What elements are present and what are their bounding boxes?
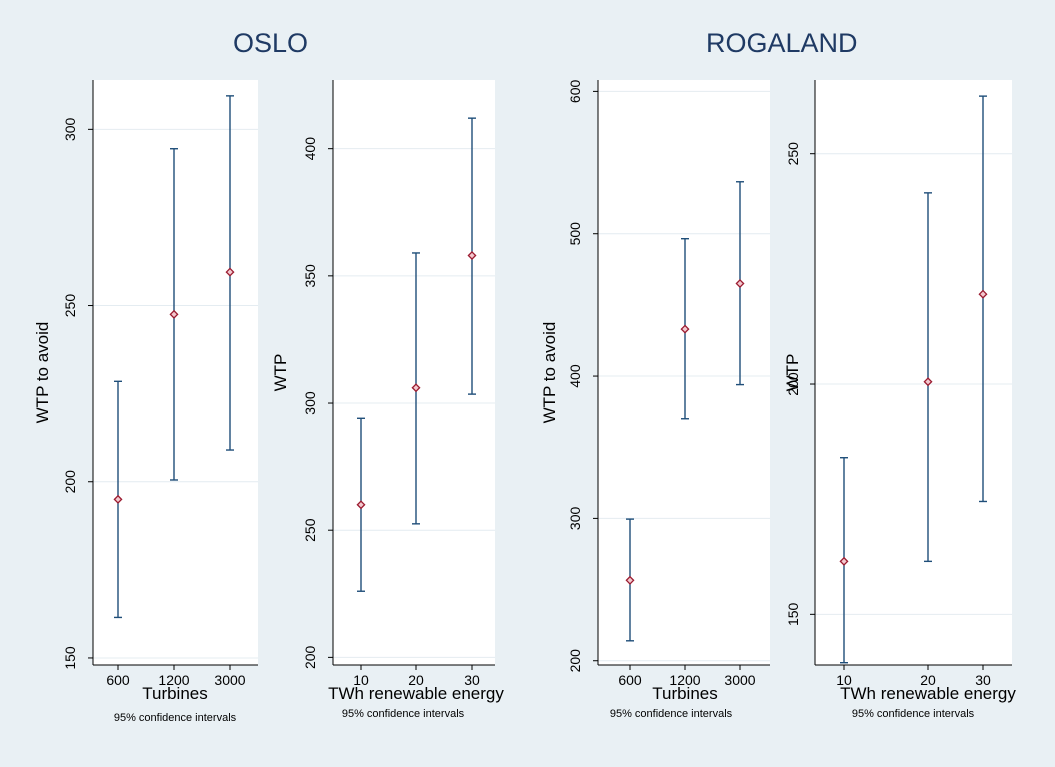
heading-oslo: OSLO — [233, 28, 309, 58]
ci-note-2: 95% confidence intervals — [610, 708, 733, 720]
point-estimate-1-1 — [411, 383, 421, 393]
x-tick-label-0-0: 600 — [106, 672, 130, 688]
x-axis-title-3: TWh renewable energy — [840, 684, 1016, 703]
x-tick-label-3-2: 30 — [975, 672, 991, 688]
y-tick-label-1-2: 300 — [302, 391, 318, 415]
x-tick-label-0-1: 1200 — [158, 672, 189, 688]
point-estimate-0-1 — [169, 309, 179, 319]
y-tick-label-2-4: 600 — [567, 79, 583, 103]
y-tick-label-3-0: 150 — [785, 602, 801, 626]
point-estimate-0-0 — [113, 494, 123, 504]
y-axis-title-0: WTP to avoid — [33, 322, 52, 424]
x-axis-title-0: Turbines — [142, 684, 208, 703]
x-tick-label-2-1: 1200 — [669, 672, 700, 688]
x-tick-label-3-0: 10 — [836, 672, 852, 688]
point-estimate-2-1 — [680, 324, 690, 334]
plot-area-1 — [333, 80, 495, 665]
point-estimate-3-0 — [839, 556, 849, 566]
y-tick-label-1-0: 200 — [302, 645, 318, 669]
y-tick-label-1-4: 400 — [302, 137, 318, 161]
point-estimate-2-2 — [735, 279, 745, 289]
x-tick-label-1-0: 10 — [353, 672, 369, 688]
point-estimate-3-1 — [923, 377, 933, 387]
y-tick-label-2-0: 200 — [567, 649, 583, 673]
plot-area-3 — [815, 80, 1012, 665]
ci-note-1: 95% confidence intervals — [342, 708, 465, 720]
x-tick-label-3-1: 20 — [920, 672, 936, 688]
x-tick-label-2-0: 600 — [618, 672, 642, 688]
y-tick-label-0-1: 200 — [62, 470, 78, 494]
x-axis-title-1: TWh renewable energy — [328, 684, 504, 703]
y-tick-label-1-1: 250 — [302, 518, 318, 542]
ci-note-3: 95% confidence intervals — [852, 708, 975, 720]
plot-area-2 — [598, 80, 770, 665]
y-tick-label-1-3: 350 — [302, 264, 318, 288]
y-axis-title-3: WTP — [783, 354, 802, 392]
point-estimate-0-2 — [225, 267, 235, 277]
point-estimate-1-0 — [356, 500, 366, 510]
x-tick-label-2-2: 3000 — [724, 672, 755, 688]
y-axis-title-1: WTP — [271, 354, 290, 392]
y-tick-label-0-2: 250 — [62, 294, 78, 318]
x-axis-title-2: Turbines — [652, 684, 718, 703]
x-tick-label-0-2: 3000 — [214, 672, 245, 688]
point-estimate-1-2 — [467, 250, 477, 261]
y-axis-title-2: WTP to avoid — [540, 322, 559, 424]
y-tick-label-3-2: 250 — [785, 142, 801, 166]
y-tick-label-2-3: 500 — [567, 222, 583, 246]
y-tick-label-0-0: 150 — [62, 646, 78, 670]
x-tick-label-1-1: 20 — [408, 672, 424, 688]
point-estimate-3-2 — [978, 289, 988, 299]
point-estimate-2-0 — [625, 575, 635, 585]
heading-rogaland: ROGALAND — [706, 28, 858, 58]
y-tick-label-2-2: 400 — [567, 364, 583, 388]
y-tick-label-2-1: 300 — [567, 507, 583, 531]
x-tick-label-1-2: 30 — [464, 672, 480, 688]
ci-note-0: 95% confidence intervals — [114, 712, 237, 724]
y-tick-label-0-3: 300 — [62, 117, 78, 141]
y-tick-label-3-1: 200 — [785, 372, 801, 396]
